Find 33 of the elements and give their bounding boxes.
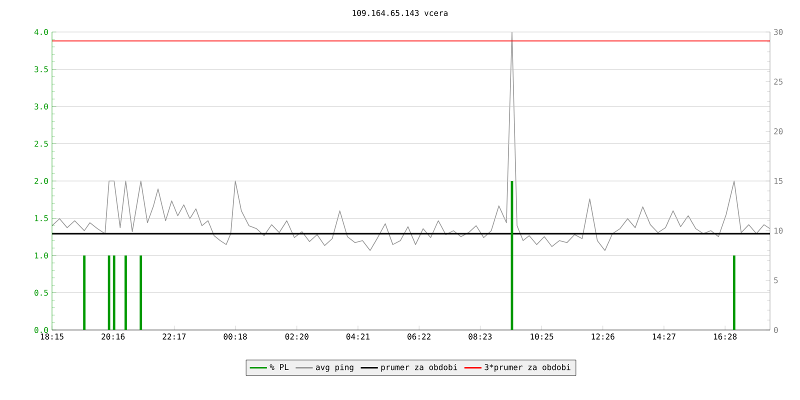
x-tick-label: 10:25 [530,334,554,340]
x-tick-label: 14:27 [652,334,676,340]
y-tick-label: 2.0 [34,178,48,184]
y2-tick-label: 15 [774,178,783,184]
y2-tick-label: 5 [774,277,778,284]
chart-title: 109.164.65.143 vcera [352,10,448,16]
x-tick-label: 04:21 [346,334,370,340]
legend-label: prumer za obdobi [381,364,458,372]
y2-tick-label: 25 [774,78,783,85]
y-tick-label: 3.5 [34,66,48,72]
legend-label: 3*prumer za obdobi [484,364,570,372]
x-tick-label: 16:28 [714,334,737,340]
legend-label: avg ping [316,364,354,372]
y-tick-label: 2.5 [34,140,48,147]
y2-tick-label: 0 [774,326,778,334]
x-tick-label: 00:18 [224,334,247,340]
x-tick-label: 08:23 [468,334,492,340]
y-tick-label: 3.0 [34,103,48,110]
y2-tick-label: 20 [774,128,783,134]
legend-label: % PL [270,364,289,370]
x-tick-label: 20:16 [102,334,125,340]
y-tick-label: 1.0 [34,252,48,259]
x-tick-label: 06:22 [408,334,430,340]
x-tick-label: 18:15 [40,334,64,340]
y-tick-label: 0.0 [34,326,48,334]
y2-tick-label: 30 [774,28,783,36]
x-tick-label: 22:17 [162,334,186,340]
x-tick-label: 02:20 [285,334,308,340]
y-tick-label: 0.5 [34,290,48,296]
x-tick-label: 12:26 [592,334,614,340]
y-tick-label: 4.0 [34,28,48,36]
y-tick-label: 1.5 [34,215,48,222]
y2-tick-label: 10 [774,228,783,234]
